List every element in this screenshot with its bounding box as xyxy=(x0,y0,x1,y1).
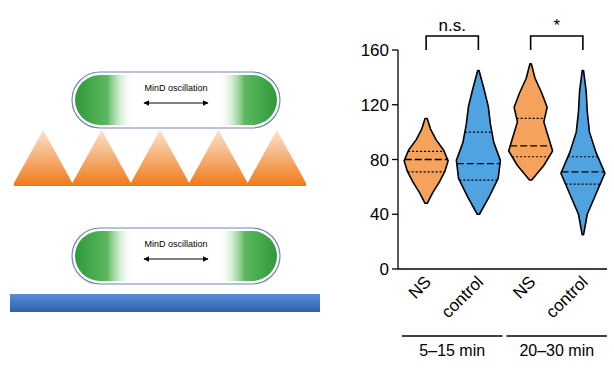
flat-surface xyxy=(10,294,320,312)
significance-label: * xyxy=(553,16,560,35)
y-tick xyxy=(392,49,398,50)
group-line xyxy=(507,335,608,336)
group-label: 20–30 min xyxy=(519,342,594,359)
q3-line xyxy=(408,151,444,152)
x-tick-label: control xyxy=(542,272,592,322)
q1-line xyxy=(408,171,445,172)
mind-cap xyxy=(75,75,134,125)
figure: MinD oscillation MinD oscillation 0 40 80 120… xyxy=(0,0,614,381)
mind-cap xyxy=(218,231,277,281)
cell-label: MinD oscillation xyxy=(144,83,207,93)
cell-label: MinD oscillation xyxy=(144,239,207,249)
x-tick-label: control xyxy=(438,272,488,322)
q3-line xyxy=(517,118,545,119)
q1-line xyxy=(459,179,497,180)
x-tick-label: NS xyxy=(405,272,435,302)
cell-membrane xyxy=(72,228,280,284)
x-tick-label: NS xyxy=(509,272,539,302)
arrow xyxy=(144,103,208,104)
significance-bracket xyxy=(426,36,478,50)
cell-membrane xyxy=(72,72,280,128)
y-tick-label: 80 xyxy=(370,151,389,170)
violin xyxy=(509,64,553,180)
group-label: 5–15 min xyxy=(419,342,485,359)
canvas: MinD oscillation MinD oscillation 0 40 80 120… xyxy=(0,0,614,381)
y-tick xyxy=(392,214,398,215)
y-tick-label: 120 xyxy=(361,96,389,115)
axes: 0 40 80 120 160 xyxy=(361,41,607,279)
nanostructured-surface xyxy=(14,130,306,186)
significance-bracket xyxy=(531,36,583,50)
q3-line xyxy=(568,156,598,157)
cell: MinD oscillation xyxy=(72,228,280,284)
q1-line xyxy=(566,184,601,185)
median-line xyxy=(510,145,551,146)
arrow xyxy=(144,259,208,260)
y-tick xyxy=(392,159,398,160)
median-line xyxy=(405,159,448,160)
plot-area xyxy=(404,64,605,235)
median-line xyxy=(457,163,500,164)
x-axis xyxy=(398,268,607,269)
q3-line xyxy=(465,132,492,133)
group-line xyxy=(402,335,503,336)
y-tick xyxy=(392,104,398,105)
cell: MinD oscillation xyxy=(72,72,280,128)
median-line xyxy=(561,171,604,172)
mind-cap xyxy=(218,75,277,125)
q1-line xyxy=(512,156,549,157)
violin xyxy=(404,118,448,203)
violin xyxy=(561,71,605,235)
y-tick-label: 0 xyxy=(380,260,389,279)
violin xyxy=(456,71,500,215)
mind-cap xyxy=(75,231,134,281)
y-tick-label: 40 xyxy=(370,205,389,224)
significance-label: n.s. xyxy=(439,16,466,35)
y-tick-label: 160 xyxy=(361,41,389,60)
y-tick xyxy=(392,268,398,269)
